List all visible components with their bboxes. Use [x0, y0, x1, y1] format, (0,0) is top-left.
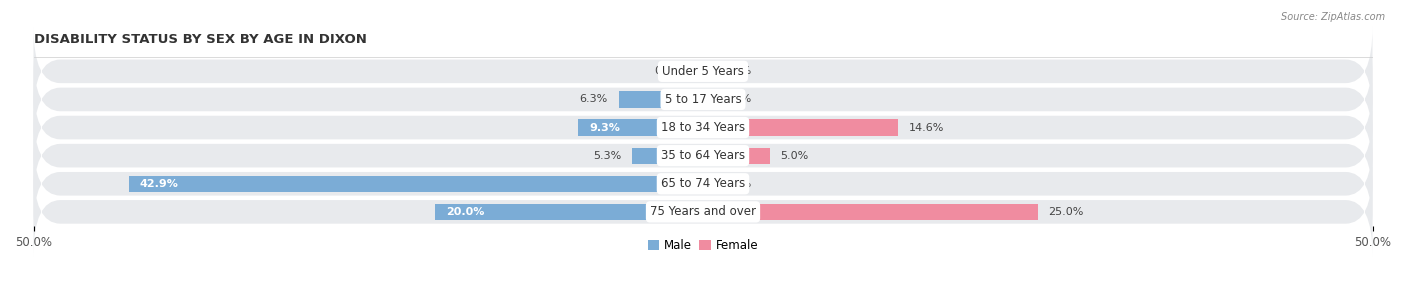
- Text: 14.6%: 14.6%: [910, 123, 945, 133]
- Text: 5 to 17 Years: 5 to 17 Years: [665, 93, 741, 106]
- FancyBboxPatch shape: [34, 139, 1372, 228]
- Bar: [703, 204, 1038, 220]
- FancyBboxPatch shape: [34, 27, 1372, 116]
- Text: 65 to 74 Years: 65 to 74 Years: [661, 177, 745, 190]
- Bar: [703, 119, 898, 136]
- Text: 5.3%: 5.3%: [593, 151, 621, 161]
- Text: 20.0%: 20.0%: [446, 207, 484, 217]
- FancyBboxPatch shape: [34, 111, 1372, 200]
- FancyBboxPatch shape: [34, 55, 1372, 144]
- Bar: [436, 204, 703, 220]
- Bar: [128, 176, 703, 192]
- Text: 0.0%: 0.0%: [723, 66, 751, 76]
- Text: 0.0%: 0.0%: [655, 66, 683, 76]
- Text: 6.3%: 6.3%: [579, 95, 607, 104]
- Bar: [578, 119, 703, 136]
- Text: 25.0%: 25.0%: [1049, 207, 1084, 217]
- Text: DISABILITY STATUS BY SEX BY AGE IN DIXON: DISABILITY STATUS BY SEX BY AGE IN DIXON: [34, 33, 367, 46]
- Text: 42.9%: 42.9%: [139, 179, 179, 189]
- Text: 18 to 34 Years: 18 to 34 Years: [661, 121, 745, 134]
- Bar: [619, 91, 703, 108]
- Text: 75 Years and over: 75 Years and over: [650, 205, 756, 218]
- FancyBboxPatch shape: [34, 83, 1372, 172]
- Text: 35 to 64 Years: 35 to 64 Years: [661, 149, 745, 162]
- Bar: [633, 148, 703, 164]
- Legend: Male, Female: Male, Female: [643, 235, 763, 257]
- Text: 5.0%: 5.0%: [780, 151, 808, 161]
- Bar: [703, 148, 770, 164]
- Text: Under 5 Years: Under 5 Years: [662, 65, 744, 78]
- FancyBboxPatch shape: [34, 167, 1372, 256]
- Text: 0.0%: 0.0%: [723, 95, 751, 104]
- Text: Source: ZipAtlas.com: Source: ZipAtlas.com: [1281, 12, 1385, 22]
- Text: 9.3%: 9.3%: [589, 123, 620, 133]
- Text: 0.0%: 0.0%: [723, 179, 751, 189]
